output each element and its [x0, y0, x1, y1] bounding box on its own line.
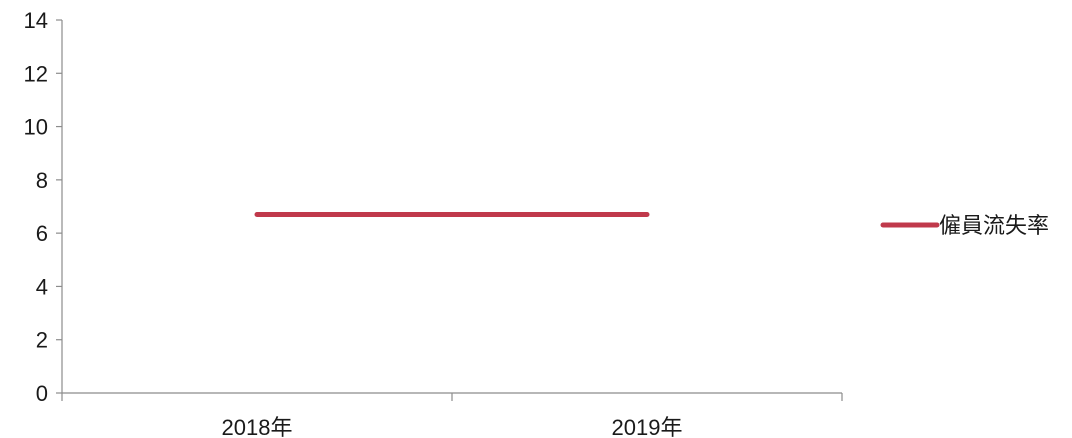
y-tick-label: 8: [36, 168, 48, 193]
y-tick-label: 6: [36, 221, 48, 246]
y-tick-label: 10: [24, 115, 48, 140]
legend: 僱員流失率: [880, 214, 1049, 239]
y-tick-label: 14: [24, 8, 48, 33]
y-tick-label: 0: [36, 381, 48, 406]
x-tick-label: 2018年: [222, 415, 293, 438]
legend-label: 僱員流失率: [939, 214, 1049, 239]
x-axis: 2018年 2019年: [61, 392, 843, 438]
y-axis: 0 2 4 6 8 10 12 14: [24, 8, 63, 406]
y-tick-label: 12: [24, 61, 48, 86]
y-tick-label: 2: [36, 328, 48, 353]
y-tick-label: 4: [36, 274, 48, 299]
x-tick-label: 2019年: [612, 415, 683, 438]
